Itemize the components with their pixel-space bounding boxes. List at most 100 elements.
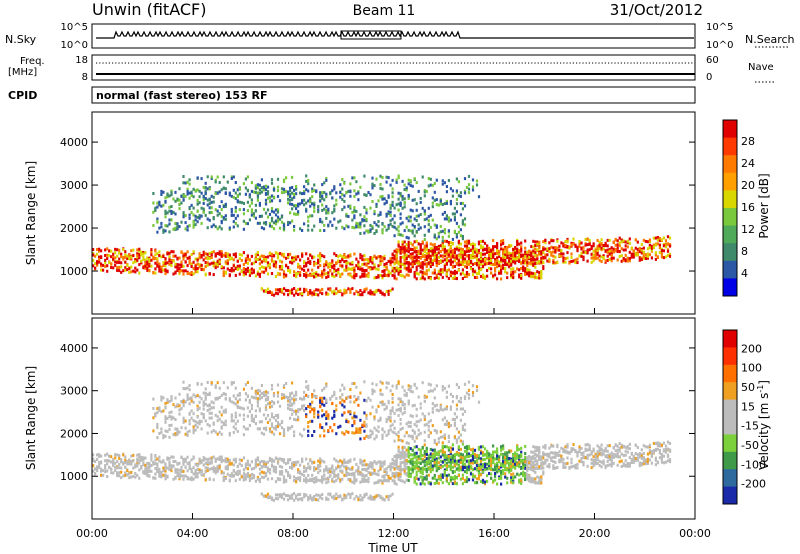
power-cell	[116, 268, 119, 272]
power-cell	[449, 255, 452, 259]
power-cell	[118, 251, 121, 255]
power-cell	[168, 259, 171, 263]
power-cell	[492, 274, 495, 278]
power-cell	[431, 196, 434, 200]
power-cell	[357, 291, 360, 295]
power-cell	[457, 248, 460, 252]
velocity-cell	[156, 457, 159, 461]
velocity-cell	[524, 452, 527, 455]
velocity-cell	[138, 476, 141, 480]
power-cell	[552, 239, 555, 243]
velocity-cell	[576, 451, 579, 454]
velocity-cell	[548, 465, 551, 469]
power-cell	[216, 191, 219, 195]
power-cell	[192, 260, 195, 264]
velocity-cell	[435, 459, 438, 463]
power-cell	[377, 268, 380, 272]
velocity-cell	[198, 457, 201, 461]
velocity-cell	[224, 460, 227, 464]
power-cell	[323, 272, 326, 276]
power-cell	[582, 258, 585, 262]
power-cell	[403, 183, 406, 187]
velocity-cell	[136, 462, 139, 466]
power-cell	[274, 265, 278, 269]
power-cell	[252, 261, 255, 265]
power-cell	[202, 194, 205, 198]
velocity-cell	[138, 453, 141, 457]
power-cell	[660, 249, 663, 253]
velocity-cell	[226, 457, 229, 461]
velocity-cell	[287, 471, 290, 475]
power-cell	[630, 252, 633, 256]
power-cell	[562, 259, 565, 263]
power-cell	[445, 249, 448, 253]
power-cell	[244, 221, 247, 225]
power-cell	[463, 253, 467, 257]
power-cell	[439, 254, 442, 258]
power-cell	[618, 236, 621, 240]
power-cell	[373, 263, 376, 267]
power-cell	[441, 212, 444, 216]
velocity-cell	[439, 449, 442, 453]
power-cell	[282, 222, 286, 226]
power-cell	[186, 264, 189, 268]
velocity-cell	[206, 466, 209, 470]
velocity-cell	[582, 460, 585, 464]
power-cell	[532, 262, 535, 266]
power-cell	[584, 251, 587, 254]
power-cell	[182, 175, 185, 178]
velocity-cell	[383, 474, 386, 478]
power-cell	[465, 262, 469, 266]
power-cell	[634, 253, 637, 257]
power-cell	[397, 174, 400, 178]
power-cell	[389, 183, 392, 187]
power-cell	[361, 293, 364, 297]
power-cell	[176, 269, 179, 272]
velocity-cell	[128, 476, 131, 480]
velocity-scatter	[92, 380, 672, 502]
velocity-cell	[138, 458, 141, 462]
velocity-cell	[457, 446, 460, 450]
power-cell	[536, 240, 539, 244]
power-cell	[652, 236, 655, 240]
velocity-cell	[385, 470, 388, 474]
power-cell	[327, 265, 330, 269]
power-cell	[238, 187, 241, 191]
velocity-cell	[252, 474, 255, 478]
power-cell	[325, 276, 328, 279]
power-cell	[264, 256, 268, 260]
velocity-cell	[266, 477, 270, 481]
power-cell	[389, 261, 392, 265]
power-cell	[534, 251, 537, 255]
velocity-cell	[481, 453, 485, 457]
power-cell	[371, 261, 374, 265]
power-cell	[532, 258, 535, 262]
power-cell	[656, 238, 659, 242]
power-cell	[538, 260, 541, 263]
power-cell	[417, 242, 420, 246]
power-cell	[202, 267, 205, 271]
velocity-cell	[242, 456, 245, 460]
velocity-cell	[481, 445, 485, 449]
power-cell	[246, 200, 249, 204]
power-cell	[455, 235, 458, 239]
velocity-cell	[204, 466, 207, 470]
velocity-cell	[620, 452, 623, 456]
power-cell	[234, 181, 237, 184]
velocity-cell	[174, 470, 177, 474]
power-cell	[204, 197, 207, 200]
velocity-cell	[176, 474, 179, 478]
power-cell	[469, 248, 473, 252]
velocity-cell	[554, 466, 557, 470]
power-cell	[538, 243, 541, 247]
power-cell	[238, 257, 241, 261]
power-cell	[335, 254, 338, 257]
power-cell	[355, 264, 358, 268]
power-cell	[449, 244, 452, 248]
power-cell	[506, 249, 509, 253]
velocity-cell	[228, 462, 231, 466]
power-cell	[264, 267, 268, 271]
power-cell	[397, 191, 400, 195]
power-cell	[600, 246, 603, 250]
